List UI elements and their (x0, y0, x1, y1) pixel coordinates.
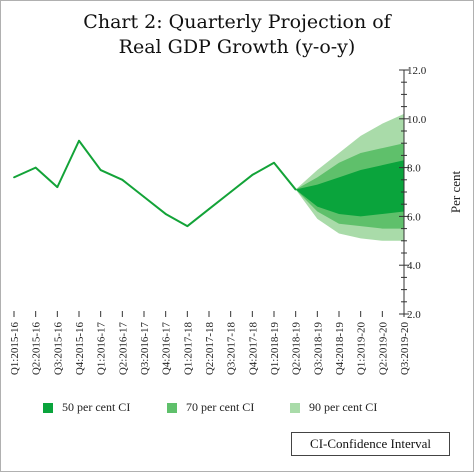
x-tick-label: Q4:2018-19 (334, 322, 346, 376)
x-tick-label: Q2:2019-20 (377, 322, 389, 376)
series-line (13, 139, 297, 228)
y-tick-label: 10.0 (407, 114, 427, 126)
x-tick-label: Q3:2019-20 (399, 322, 411, 376)
series-point (34, 166, 37, 169)
legend-label-70: 70 per cent CI (186, 400, 255, 414)
legend-item-70: 70 per cent CI (167, 400, 254, 415)
series-point (121, 178, 124, 181)
x-tick-label: Q3:2018-19 (312, 322, 324, 376)
y-tick-label: 2.0 (407, 309, 421, 321)
legend-item-50: 50 per cent CI (43, 400, 130, 415)
series-point (78, 139, 80, 142)
x-tick-label: Q2:2015-16 (31, 322, 43, 376)
x-tick-labels: Q1:2015-16 Q2:2015-16 Q3:2015-16 Q4:2015-16… (9, 311, 411, 375)
y-tick-label: 8.0 (407, 163, 421, 175)
x-tick-label: Q1:2019-20 (356, 322, 368, 376)
ci-bands (295, 113, 404, 241)
series-point (208, 208, 210, 210)
y-tick-label: 4.0 (407, 260, 421, 272)
legend-item-90: 90 per cent CI (290, 400, 377, 415)
x-tick-label: Q2:2016-17 (117, 322, 129, 376)
y-axis: 2.0 4.0 6.0 8.0 10.0 12.0 (399, 65, 427, 321)
chart-title-line2: Real GDP Growth (y-o-y) (118, 36, 356, 58)
series-point (229, 191, 232, 193)
legend-swatch-50 (43, 402, 53, 413)
x-tick-label: Q4:2016-17 (161, 322, 173, 376)
chart-title: Chart 2: Quarterly Projection of Real GD… (0, 10, 474, 60)
y-tick-label: 6.0 (407, 211, 421, 223)
x-tick-label: Q1:2016-17 (96, 322, 108, 376)
series-point (56, 186, 59, 189)
legend-swatch-90 (290, 402, 300, 413)
y-tick-label: 12.0 (407, 65, 427, 77)
legend-label-90: 90 per cent CI (309, 400, 378, 414)
ci-note: CI-Confidence Interval (291, 432, 450, 456)
series-point (99, 169, 102, 171)
x-tick-label: Q3:2017-18 (226, 322, 238, 376)
legend: 50 per cent CI 70 per cent CI 90 per cen… (35, 400, 435, 418)
x-tick-label: Q4:2017-18 (247, 322, 259, 376)
gdp-series (13, 139, 297, 228)
series-point (273, 161, 275, 164)
x-tick-label: Q4:2015-16 (74, 322, 86, 376)
series-point (294, 188, 297, 191)
series-point (186, 225, 189, 228)
legend-swatch-70 (167, 402, 177, 413)
x-tick-label: Q3:2015-16 (52, 322, 64, 376)
legend-label-50: 50 per cent CI (62, 400, 131, 414)
x-tick-label: Q3:2016-17 (139, 322, 151, 376)
x-tick-label: Q1:2017-18 (182, 322, 194, 376)
x-tick-label: Q1:2015-16 (9, 322, 21, 376)
band-ci50 (295, 160, 404, 217)
x-tick-label: Q2:2018-19 (291, 322, 303, 376)
x-tick-label: Q1:2018-19 (269, 322, 281, 376)
series-point (251, 174, 254, 176)
series-point (13, 176, 15, 179)
x-tick-label: Q2:2017-18 (204, 322, 216, 376)
chart-svg: 2.0 4.0 6.0 8.0 10.0 12.0 Q1:2015-16 Q2:2015-1… (9, 65, 463, 375)
series-point (143, 195, 145, 198)
y-axis-label: Per cent (448, 170, 463, 213)
series-point (164, 213, 167, 215)
chart-title-line1: Chart 2: Quarterly Projection of (83, 11, 391, 33)
